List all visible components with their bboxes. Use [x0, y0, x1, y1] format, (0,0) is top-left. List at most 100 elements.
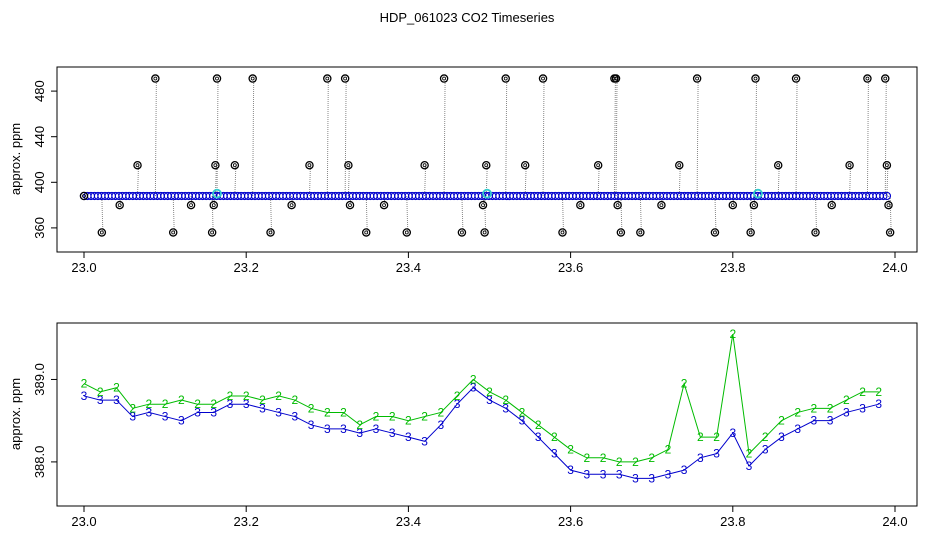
top-spike-line: [732, 195, 735, 206]
top-black-point: [811, 228, 820, 237]
bottom-series-3-point: 3: [681, 463, 688, 477]
top-x-tick-label: 23.2: [234, 260, 259, 275]
bottom-series-3-point: 3: [259, 401, 266, 415]
bottom-series-3-point: 3: [162, 410, 169, 424]
bottom-series-2-point: 2: [162, 397, 169, 411]
bottom-y-tick-label: 388.0: [32, 446, 47, 479]
bottom-series-3-point: 3: [275, 405, 282, 419]
top-spike-line: [884, 78, 887, 196]
top-blue-point: [882, 191, 892, 201]
top-black-point-core: [523, 163, 528, 168]
bottom-panel: approx. ppm 3 3 33 3 3 33 33 3 3 3 33 3 3 3 3 3 3 3333333…: [8, 322, 918, 529]
top-spike-line: [579, 195, 582, 206]
bottom-series-3-point: 3: [583, 467, 590, 481]
bottom-series-2-point: 2: [827, 401, 834, 415]
top-spike-line: [216, 78, 219, 196]
bottom-series-3-point: 3: [875, 397, 882, 411]
top-y-tick-label: 480: [32, 80, 47, 102]
bottom-series-3-point: 3: [292, 410, 299, 424]
top-black-point-core: [503, 76, 508, 81]
top-spike-line: [613, 78, 616, 196]
bottom-series-2-point: 2: [729, 327, 736, 341]
top-black-point: [885, 228, 895, 237]
bottom-series-3-point: 3: [81, 389, 88, 403]
top-black-point: [576, 200, 585, 210]
bottom-series-3-point: 3: [437, 418, 444, 432]
top-cyan-point: [212, 188, 222, 199]
top-spike-line: [326, 78, 329, 196]
bottom-series-3-point: 3: [129, 410, 136, 424]
bottom-series-2-point: 2: [356, 418, 363, 432]
bottom-series-3-point: 3: [405, 430, 412, 444]
bottom-series-2-point: 2: [665, 443, 672, 457]
top-black-point: [692, 74, 702, 83]
top-x-tick-label: 23.6: [558, 260, 583, 275]
top-spike-line: [753, 195, 756, 206]
bottom-series-2-point: 2: [875, 385, 882, 399]
top-black-point: [79, 191, 89, 201]
top-x-tick-label: 24.0: [882, 260, 907, 275]
top-black-point-core: [883, 76, 888, 81]
top-black-point: [520, 160, 530, 170]
bottom-series-3-point: 3: [762, 443, 769, 457]
top-black-point-core: [829, 203, 834, 208]
bottom-series-3-point: 3: [324, 422, 331, 436]
top-spike-line: [866, 78, 869, 196]
top-black-point-core: [578, 203, 583, 208]
top-x-tick-label: 23.4: [396, 260, 421, 275]
bottom-series-2-point: 2: [502, 393, 509, 407]
top-spike-line: [424, 165, 427, 196]
top-spike-line: [542, 78, 545, 196]
figure-title: HDP_061023 CO2 Timeseries: [380, 10, 555, 25]
top-black-point-core: [748, 230, 753, 235]
top-spike-line: [347, 165, 350, 196]
bottom-series-2-point: 2: [713, 430, 720, 444]
bottom-series-3-point: 3: [827, 414, 834, 428]
top-black-point-core: [865, 76, 870, 81]
top-panel: approx. ppm 23.0 23.2 23.4 23.6 23.8 24.0 360…: [8, 66, 918, 275]
bottom-series-3-point: 3: [811, 414, 818, 428]
bottom-series-3-point: 3: [243, 397, 250, 411]
top-black-point-core: [213, 163, 218, 168]
bottom-series-2-point: 2: [308, 401, 315, 415]
top-black-point: [344, 160, 353, 170]
top-black-point-core: [210, 230, 215, 235]
bottom-series-2-point: 2: [600, 451, 607, 465]
top-black-point-core: [730, 203, 735, 208]
bottom-series-2-point: 2: [243, 389, 250, 403]
top-spike-line: [831, 195, 834, 206]
bottom-series-2-point: 2: [421, 410, 428, 424]
top-black-point-core: [614, 76, 618, 81]
bottom-series-2-point: 2: [437, 405, 444, 419]
top-black-point: [209, 200, 219, 210]
bottom-series-3-point: 3: [778, 430, 785, 444]
top-black-point-core: [325, 76, 330, 81]
top-black-point-core: [99, 230, 104, 235]
top-black-point-core: [82, 194, 86, 198]
top-y-tick-label: 360: [32, 217, 47, 239]
bottom-series-3-point: 3: [843, 405, 850, 419]
bottom-series-2-point: 2: [551, 430, 558, 444]
top-black-point: [845, 160, 854, 170]
top-black-point: [675, 160, 684, 170]
top-black-point: [558, 228, 567, 237]
top-spike-line: [639, 195, 642, 233]
bottom-series-2-point: 2: [778, 414, 785, 428]
top-black-point: [402, 228, 412, 237]
bottom-series-3-point: 3: [648, 471, 655, 485]
top-black-point-core: [847, 163, 852, 168]
bottom-x-tick-label: 23.0: [71, 514, 96, 529]
top-black-point-core: [135, 163, 140, 168]
top-black-point-core: [348, 203, 352, 208]
top-spike-line: [505, 78, 508, 196]
top-black-point-core: [713, 230, 717, 235]
top-black-point-core: [482, 230, 487, 235]
bottom-series-3-point: 3: [470, 381, 477, 395]
bottom-series-2-point: 2: [178, 393, 185, 407]
bottom-x-tick-label: 24.0: [882, 514, 907, 529]
top-black-point: [773, 160, 783, 170]
top-black-point-core: [422, 163, 427, 168]
top-black-point-core: [481, 203, 485, 208]
top-black-point: [361, 228, 371, 237]
